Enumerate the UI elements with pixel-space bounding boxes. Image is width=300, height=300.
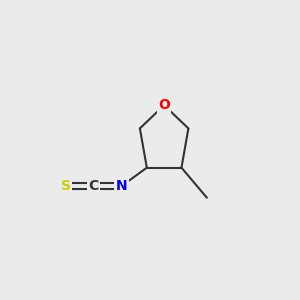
Text: C: C	[88, 179, 99, 193]
Text: O: O	[158, 98, 170, 112]
Text: N: N	[116, 179, 127, 193]
Text: S: S	[61, 179, 71, 193]
